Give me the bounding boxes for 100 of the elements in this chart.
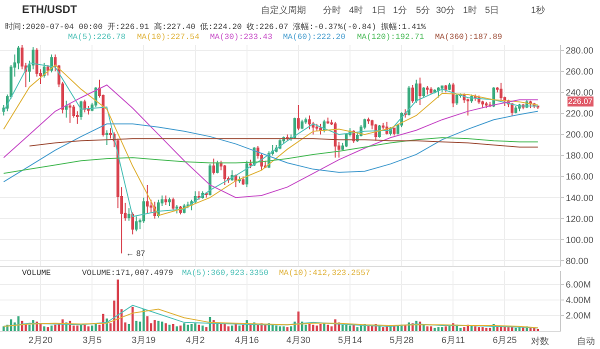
x-tick-label: 5月14: [338, 334, 362, 345]
text: MA(5):360,923.3350: [182, 269, 269, 278]
candlestick: [164, 194, 168, 206]
text: MA(120):192.71: [357, 33, 424, 42]
text: 自定义周期: [261, 5, 306, 15]
text: 分时: [323, 5, 341, 15]
bar: [102, 314, 104, 331]
bar: [348, 326, 352, 331]
candlestick: [46, 64, 50, 76]
candlestick: [319, 123, 322, 135]
y-tick-label: 140.00: [566, 192, 594, 203]
bar: [142, 309, 145, 331]
y-tick-label: 120.00: [566, 214, 594, 224]
bar: [316, 326, 318, 331]
text: 1日: [372, 5, 386, 15]
y-tick-label: 160.00: [566, 172, 594, 182]
chart-subtitle: VOLUME:171,007.4979: [82, 269, 174, 278]
candlestick: [146, 184, 149, 214]
bar: [46, 327, 49, 331]
x-tick-label: 3月5: [82, 334, 102, 345]
bar: [312, 324, 314, 331]
bar: [84, 324, 86, 331]
bar: [319, 324, 322, 331]
chart-title: VOLUME: [22, 269, 52, 278]
candlestick: [134, 216, 138, 232]
y-tick-label: 4.00M: [566, 294, 591, 305]
candlestick: [242, 176, 245, 186]
x-tick-label: 2月20: [28, 334, 53, 345]
candlestick: [448, 82, 451, 91]
bar: [514, 328, 517, 331]
bar: [282, 326, 285, 331]
bar: [345, 324, 348, 331]
candlestick: [392, 128, 396, 136]
text: MA(5):226.78: [68, 33, 126, 42]
x-tick-label: 5月28: [390, 334, 414, 345]
bar: [146, 316, 148, 331]
bar: [382, 327, 384, 331]
line-series: [3, 84, 538, 198]
bar: [76, 326, 78, 331]
bar: [437, 327, 440, 331]
bar: [39, 324, 42, 331]
candlestick: [175, 204, 178, 214]
bar: [356, 327, 358, 331]
bar: [238, 326, 241, 331]
bar: [234, 324, 237, 331]
bar: [304, 324, 307, 331]
x-tick-label: 3月19: [132, 334, 156, 345]
candlestick: [408, 86, 410, 116]
text: MA(10):227.54: [137, 33, 200, 42]
y-tick-label: 280.00: [566, 45, 594, 56]
chart-subtitle: 时间:2020-07-04 00:00 开:226.91 高:227.40 低:224.20 收:226.07 涨幅:-0.37%(-0.84) 振幅:1.41%: [5, 22, 426, 32]
candlestick: [426, 86, 429, 95]
bar: [220, 324, 222, 331]
line-series: [3, 304, 538, 328]
bar: [154, 320, 156, 331]
candlestick: [208, 163, 212, 196]
line-series: [3, 308, 538, 328]
candlestick: [68, 102, 72, 124]
candlestick: [131, 212, 134, 235]
bar: [308, 324, 311, 331]
y-tick-label: 100.00: [566, 234, 594, 245]
candlestick: [168, 197, 171, 207]
bar: [474, 326, 476, 331]
x-tick-label: 4月2: [186, 334, 205, 345]
bar: [161, 322, 164, 331]
bar: [172, 324, 174, 331]
candlestick: [484, 101, 488, 109]
candlestick: [437, 86, 440, 98]
text: 1时: [463, 5, 478, 15]
bar: [323, 323, 326, 331]
text: 5日: [485, 5, 500, 15]
bar: [441, 327, 444, 331]
line-series: [3, 137, 538, 174]
x-tick-label: 6月11: [441, 334, 465, 345]
y-tick-label: 200.00: [566, 130, 594, 140]
candlestick: [64, 100, 68, 118]
y-tick-label: 240.00: [566, 88, 594, 98]
x-tick-label: 4月30: [286, 334, 310, 345]
candlestick: [105, 130, 108, 146]
candlestick: [315, 123, 318, 132]
y-tick-label: 180.00: [566, 150, 594, 161]
text: 226.07: [568, 97, 594, 106]
text: 对数: [531, 336, 549, 346]
bar: [463, 327, 466, 331]
candlestick: [422, 86, 426, 98]
text: MA(60):222.20: [283, 33, 346, 42]
candlestick: [510, 102, 514, 116]
candlestick: [430, 86, 432, 95]
bar: [176, 326, 178, 331]
candlestick: [455, 94, 458, 106]
bar: [275, 326, 278, 331]
bar: [533, 328, 536, 331]
bar: [164, 323, 167, 331]
bar: [179, 326, 182, 331]
bar: [386, 326, 388, 331]
text: 1分: [393, 5, 408, 15]
candlestick: [300, 119, 304, 130]
y-tick-label: 6.00M: [566, 279, 591, 290]
candlestick: [414, 79, 418, 104]
x-tick-label: 6月25: [492, 334, 517, 345]
